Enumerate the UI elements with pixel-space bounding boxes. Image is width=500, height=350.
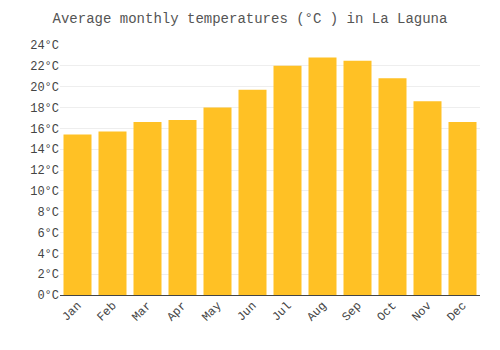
svg-text:Jun: Jun (234, 299, 259, 324)
svg-text:Aug: Aug (304, 299, 329, 324)
svg-text:12°C: 12°C (30, 164, 59, 178)
svg-text:Nov: Nov (409, 299, 434, 324)
svg-text:14°C: 14°C (30, 143, 59, 157)
svg-text:8°C: 8°C (37, 206, 59, 220)
svg-text:16°C: 16°C (30, 123, 59, 137)
svg-text:Oct: Oct (374, 299, 399, 324)
svg-text:Apr: Apr (164, 299, 189, 324)
svg-text:Jul: Jul (269, 299, 294, 324)
svg-text:4°C: 4°C (37, 248, 59, 262)
svg-text:24°C: 24°C (30, 39, 59, 53)
svg-text:Feb: Feb (94, 299, 119, 324)
svg-text:20°C: 20°C (30, 81, 59, 95)
svg-text:6°C: 6°C (37, 227, 59, 241)
svg-text:Dec: Dec (444, 299, 469, 324)
svg-text:Sep: Sep (339, 299, 364, 324)
svg-text:May: May (199, 299, 224, 324)
svg-text:Average monthly temperatures (: Average monthly temperatures (°C ) in La… (53, 11, 448, 27)
svg-text:22°C: 22°C (30, 60, 59, 74)
svg-text:10°C: 10°C (30, 185, 59, 199)
svg-text:Mar: Mar (129, 299, 154, 324)
svg-text:0°C: 0°C (37, 289, 59, 303)
svg-text:2°C: 2°C (37, 268, 59, 282)
svg-text:18°C: 18°C (30, 102, 59, 116)
svg-text:Jan: Jan (59, 299, 84, 324)
